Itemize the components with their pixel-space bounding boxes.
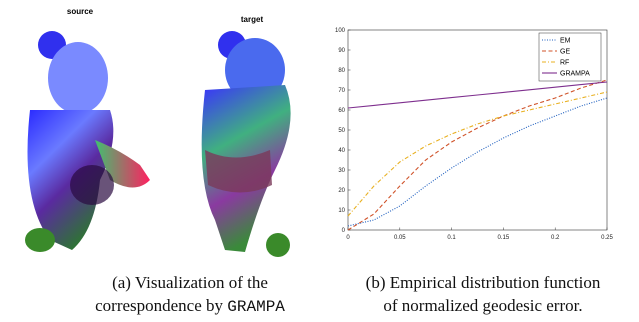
y-tick-label: 50 (338, 128, 345, 134)
x-tick-label: 0.1 (447, 235, 456, 241)
caption-code: GRAMPA (227, 298, 285, 316)
legend-label: RF (560, 60, 569, 67)
y-tick-label: 10 (338, 208, 345, 214)
x-tick-label: 0.15 (498, 235, 510, 241)
y-tick-label: 30 (338, 168, 345, 174)
y-tick-label: 20 (338, 188, 345, 194)
series-line (348, 98, 607, 226)
target-mesh (202, 31, 291, 257)
y-tick-label: 80 (338, 68, 345, 74)
caption-a-line1: (a) Visualization of the (112, 273, 268, 292)
y-tick-label: 60 (338, 108, 345, 114)
x-tick-label: 0.05 (394, 235, 406, 241)
legend: EM GE RF GRAMPA (539, 33, 601, 81)
target-label: target (241, 15, 264, 24)
series-line (348, 82, 607, 108)
y-tick-label: 40 (338, 148, 345, 154)
y-tick-label: 0 (342, 228, 346, 234)
series-line (348, 80, 607, 230)
caption-b-line2: of normalized geodesic error. (383, 296, 582, 315)
y-tick-label: 70 (338, 88, 345, 94)
x-tick-label: 0.25 (601, 235, 613, 241)
caption-a-line2: correspondence by GRAMPA (95, 296, 285, 316)
legend-label: GRAMPA (560, 71, 590, 78)
x-tick-label: 0 (346, 235, 350, 241)
caption-b-line1: (b) Empirical distribution function (366, 273, 601, 292)
legend-label: GE (560, 49, 570, 56)
y-tick-label: 90 (338, 48, 345, 54)
figure: source target (a) Visualization of the c… (0, 0, 639, 322)
x-tick-label: 0.2 (551, 235, 560, 241)
caption-text: correspondence by (95, 296, 223, 315)
legend-label: EM (560, 38, 571, 45)
y-tick-label: 100 (335, 28, 346, 34)
source-label: source (67, 7, 94, 16)
source-mesh (25, 31, 150, 252)
